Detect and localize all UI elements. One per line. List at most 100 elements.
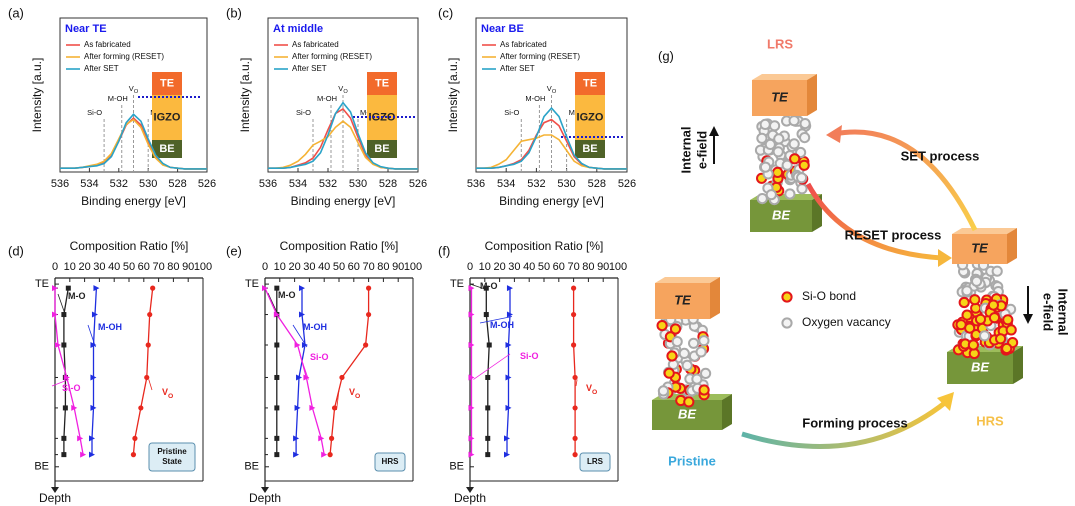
marker: [274, 375, 279, 380]
field-label: Internal: [678, 127, 693, 174]
field-arrowhead: [1023, 314, 1033, 324]
peak-label-sub: O: [552, 89, 557, 95]
series-annotation-main: M-OH: [303, 322, 327, 332]
peak-label: VO: [547, 84, 557, 96]
series-annotation: M-O: [68, 291, 86, 301]
oxygen-vacancy: [699, 336, 708, 345]
figure: (a)Near TEIntensity [a.u.]Binding energy…: [0, 0, 1075, 506]
x-tick-label: 50: [538, 261, 550, 273]
x-tick-label: 526: [409, 178, 427, 190]
set-arrow: [834, 132, 975, 230]
profile-line: [330, 288, 369, 455]
series-annotation-main: M-O: [68, 291, 86, 301]
si-o-bond: [800, 161, 809, 170]
peak-label: VO: [338, 84, 348, 96]
state-label: LRS: [587, 457, 604, 466]
marker: [150, 286, 155, 291]
page: (a)Near TEIntensity [a.u.]Binding energy…: [0, 0, 1075, 506]
x-tick-label: 60: [553, 261, 565, 273]
x-tick-label: 70: [362, 261, 374, 273]
top-electrode-label: TE: [971, 240, 988, 255]
bottom-electrode-side: [1013, 346, 1023, 384]
panel-label: (e): [226, 243, 242, 258]
x-tick-label: 10: [479, 261, 491, 273]
marker: [138, 405, 143, 410]
stack-label: BE: [159, 143, 174, 155]
x-tick-label: 0: [52, 261, 58, 273]
peak-label: Si-O: [504, 108, 519, 117]
marker: [61, 342, 66, 347]
y-tick-label: BE: [34, 461, 49, 473]
bottom-electrode-label: BE: [971, 359, 989, 374]
oxygen-vacancy: [697, 347, 706, 356]
marker: [572, 436, 577, 441]
marker: [63, 405, 68, 410]
oxygen-vacancy: [972, 277, 981, 286]
legend-label: As fabricated: [292, 40, 339, 49]
marker: [485, 452, 490, 457]
x-tick-label: 40: [523, 261, 535, 273]
x-tick-label: 20: [288, 261, 300, 273]
x-tick-label: 534: [80, 178, 98, 190]
series-annotation-sub: O: [355, 393, 360, 400]
stack-label: BE: [582, 143, 597, 155]
chart-title: Near TE: [65, 23, 107, 35]
x-tick-label: 528: [379, 178, 397, 190]
oxygen-vacancy: [692, 375, 701, 384]
x-tick-label: 60: [138, 261, 150, 273]
x-tick-label: 532: [110, 178, 128, 190]
peak-label: VO: [129, 84, 139, 96]
marker: [61, 452, 66, 457]
legend-label: After forming (RESET): [84, 52, 164, 61]
marker: [147, 312, 152, 317]
marker: [366, 286, 371, 291]
oxygen-vacancy: [659, 386, 668, 395]
x-tick-label: 70: [152, 261, 164, 273]
y-tick-label: TE: [35, 278, 49, 290]
peak-label-sub: O: [343, 89, 348, 95]
annotation-arrow: [149, 379, 152, 390]
marker: [485, 405, 490, 410]
oxygen-vacancy: [980, 331, 989, 340]
series-annotation-main: Si-O: [520, 351, 539, 361]
oxygen-vacancy: [757, 134, 766, 143]
y-tick-label: BE: [449, 461, 464, 473]
x-tick-label: 90: [182, 261, 194, 273]
oxygen-vacancy: [993, 267, 1002, 276]
x-tick-label: 90: [597, 261, 609, 273]
x-tick-label: 530: [139, 178, 157, 190]
series-annotation: M-O: [278, 290, 296, 300]
si-o-bond: [996, 334, 1005, 343]
marker: [572, 375, 577, 380]
series-annotation: M-OH: [490, 320, 514, 330]
oxygen-vacancy: [962, 286, 971, 295]
panel-label: (g): [658, 48, 674, 63]
si-o-bond: [965, 324, 974, 333]
x-tick-label: 80: [167, 261, 179, 273]
x-axis-label: Composition Ratio [%]: [485, 239, 604, 253]
oxygen-vacancy: [797, 184, 806, 193]
marker: [366, 312, 371, 317]
marker: [572, 405, 577, 410]
oxygen-vacancy: [758, 194, 767, 203]
field-label: e-field: [694, 131, 709, 169]
legend-label: After forming (RESET): [500, 52, 580, 61]
marker: [487, 342, 492, 347]
x-tick-label: 530: [557, 178, 575, 190]
oxygen-vacancy: [761, 163, 770, 172]
process-label: RESET process: [845, 227, 942, 242]
si-o-bond: [658, 321, 667, 330]
series-annotation-main: Si-O: [310, 352, 329, 362]
x-tick-label: 30: [93, 261, 105, 273]
peak-label: Si-O: [296, 108, 311, 117]
x-axis-label: Binding energy [eV]: [81, 194, 186, 208]
si-o-bond: [790, 154, 799, 163]
x-tick-label: 100: [194, 261, 212, 273]
oxygen-vacancy: [766, 140, 775, 149]
x-tick-label: 534: [497, 178, 515, 190]
x-tick-label: 10: [64, 261, 76, 273]
chart-title: At middle: [273, 23, 323, 35]
y-axis-label: Depth: [39, 491, 71, 505]
marker: [66, 286, 71, 291]
panel-label: (c): [438, 5, 453, 20]
